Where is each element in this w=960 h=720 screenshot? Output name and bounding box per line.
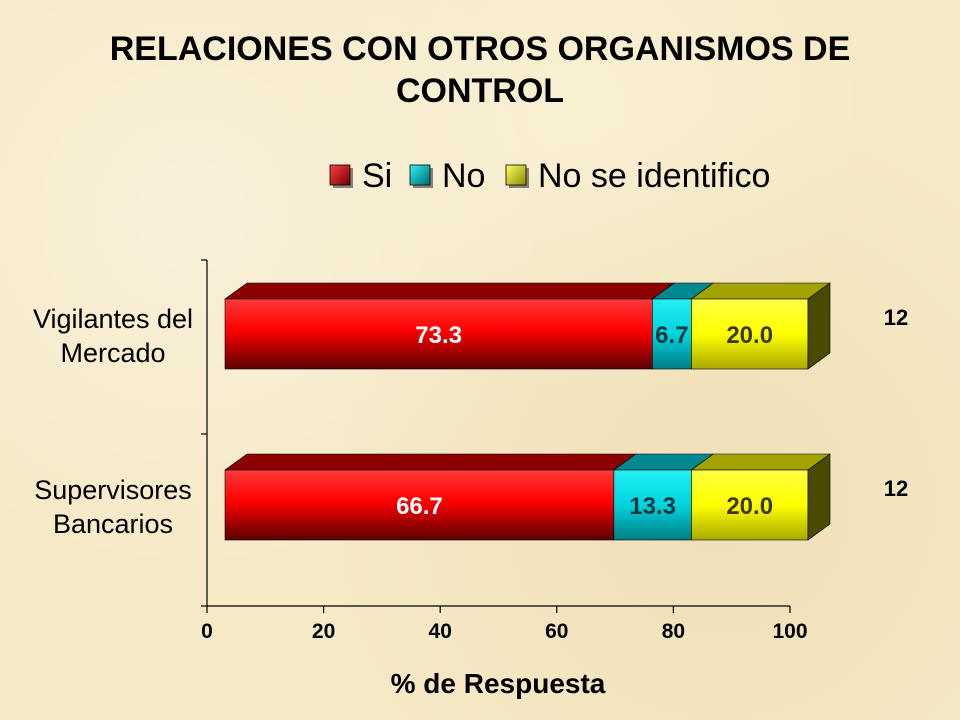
legend-label: Si [362,157,392,195]
x-axis-label: % de Respuesta [391,668,606,699]
bar-side-face [807,453,831,541]
category-label: Mercado [60,338,165,368]
bar-segment [691,469,809,541]
bar-segment [224,298,653,370]
bar-segment [613,469,692,541]
x-tick-label: 60 [545,620,568,643]
data-label: 6.7 [655,322,688,349]
legend-swatch [329,164,351,186]
bar-segment [691,298,809,370]
x-tick-label: 100 [772,620,807,643]
data-label: 13.3 [629,493,676,520]
bar-top-face [224,282,676,300]
bar-top-face [690,453,831,471]
legend-swatch [505,164,527,186]
category-label: Bancarios [53,509,173,539]
bars [224,282,831,541]
category-label: Supervisores [34,475,192,505]
data-label: 20.0 [726,493,773,520]
bar-top-face [690,282,831,300]
data-label: 73.3 [415,322,462,349]
x-tick-label: 0 [201,620,213,643]
bar-top-face [224,453,637,471]
sample-size-label: 12 [884,476,908,501]
x-tick-label: 20 [312,620,335,643]
category-label: Vigilantes del [33,304,193,334]
legend-label: No se identifico [538,157,770,195]
legend: Si No No se identifico [329,157,770,195]
sample-size-label: 12 [884,305,908,330]
legend-label: No [442,157,485,195]
legend-swatch [409,164,431,186]
data-label: 20.0 [726,322,773,349]
labels: Vigilantes del Mercado Supervisores Bancari… [33,304,908,539]
axes: 0 20 40 60 80 100 % de Respuesta [201,259,808,699]
x-tick-label: 40 [429,620,452,643]
bar-side-face [807,282,831,370]
chart-title: RELACIONES CON OTROS ORGANISMOS DE CONTR… [109,30,851,110]
data-label: 66.7 [396,493,443,520]
bar-segment [652,298,692,370]
x-tick-label: 80 [662,620,685,643]
